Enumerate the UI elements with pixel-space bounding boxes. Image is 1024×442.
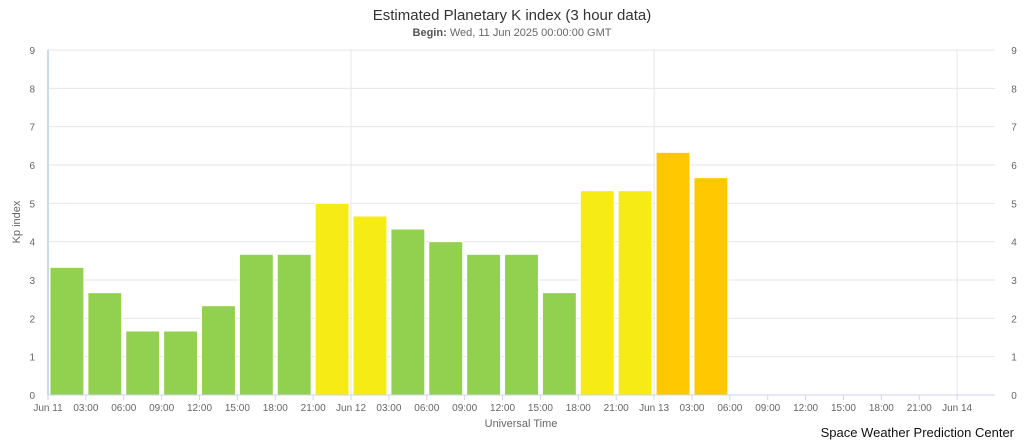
y-tick-label-right: 1 <box>1011 353 1017 364</box>
x-tick-label: 06:00 <box>111 403 136 414</box>
x-tick-label: 12:00 <box>793 403 818 414</box>
x-tick-label: Jun 11 <box>33 403 63 414</box>
kp-bar <box>504 253 539 396</box>
kp-bar <box>655 151 691 396</box>
y-tick-label-left: 3 <box>29 276 35 287</box>
subtitle-value: Wed, 11 Jun 2025 00:00:00 GMT <box>449 27 612 39</box>
kp-bar <box>276 253 312 396</box>
kp-bar <box>390 228 426 396</box>
y-tick-label-left: 5 <box>29 199 35 210</box>
kp-bar <box>163 330 199 396</box>
subtitle-label: Begin: <box>412 27 447 39</box>
x-tick-label: 09:00 <box>149 403 174 414</box>
x-tick-label: 18:00 <box>263 403 288 414</box>
x-tick-label: 12:00 <box>490 403 515 414</box>
x-tick-label: 21:00 <box>907 403 932 414</box>
credit-text: Space Weather Prediction Center <box>820 425 1014 440</box>
x-tick-label: Jun 14 <box>942 403 972 414</box>
y-tick-label-right: 5 <box>1011 199 1017 210</box>
y-tick-label-right: 3 <box>1011 276 1017 287</box>
kp-bar <box>466 253 502 396</box>
kp-bar <box>201 305 236 396</box>
x-tick-label: 18:00 <box>869 403 894 414</box>
kp-bar <box>87 292 123 396</box>
y-tick-label-left: 1 <box>29 353 35 364</box>
y-tick-label-left: 2 <box>29 314 35 325</box>
x-tick-label: 15:00 <box>225 403 250 414</box>
y-tick-label-left: 4 <box>29 238 35 249</box>
y-tick-label-right: 0 <box>1011 391 1017 402</box>
x-tick-label: 15:00 <box>528 403 553 414</box>
x-tick-label: 06:00 <box>414 403 439 414</box>
x-axis-label: Universal Time <box>485 418 558 430</box>
chart-title: Estimated Planetary K index (3 hour data… <box>372 7 652 24</box>
x-tick-label: 03:00 <box>73 403 98 414</box>
y-tick-label-right: 2 <box>1011 314 1017 325</box>
kp-bar <box>579 190 615 396</box>
kp-bar <box>617 190 653 396</box>
y-tick-label-left: 6 <box>29 161 35 172</box>
y-tick-label-right: 7 <box>1011 123 1017 134</box>
x-tick-label: 15:00 <box>831 403 856 414</box>
kp-bar <box>541 292 577 396</box>
y-tick-label-left: 9 <box>29 46 35 57</box>
kp-bar <box>428 241 464 396</box>
y-tick-label-left: 0 <box>29 391 35 402</box>
kp-bar <box>238 253 274 396</box>
y-tick-label-right: 4 <box>1011 238 1017 249</box>
y-tick-label-right: 8 <box>1011 84 1017 95</box>
x-tick-label: 09:00 <box>452 403 477 414</box>
kp-bar <box>693 177 729 396</box>
y-tick-label-right: 9 <box>1011 46 1017 57</box>
x-tick-label: 09:00 <box>755 403 780 414</box>
kp-bar <box>49 266 85 396</box>
x-tick-label: 12:00 <box>187 403 212 414</box>
x-tick-label: 03:00 <box>376 403 401 414</box>
kp-bar <box>352 215 388 396</box>
x-tick-label: 03:00 <box>679 403 704 414</box>
x-tick-label: Jun 12 <box>336 403 366 414</box>
y-tick-label-left: 8 <box>29 84 35 95</box>
x-tick-label: 21:00 <box>301 403 326 414</box>
x-tick-label: 18:00 <box>566 403 591 414</box>
kp-bar <box>314 202 350 396</box>
x-tick-label: 06:00 <box>717 403 742 414</box>
y-axis-label: Kp index <box>11 200 23 243</box>
x-tick-label: 21:00 <box>604 403 629 414</box>
y-tick-label-right: 6 <box>1011 161 1017 172</box>
y-tick-label-left: 7 <box>29 123 35 134</box>
kp-bar <box>125 330 161 396</box>
chart-subtitle: Begin: Wed, 11 Jun 2025 00:00:00 GMT <box>0 27 1024 39</box>
x-tick-label: Jun 13 <box>639 403 669 414</box>
